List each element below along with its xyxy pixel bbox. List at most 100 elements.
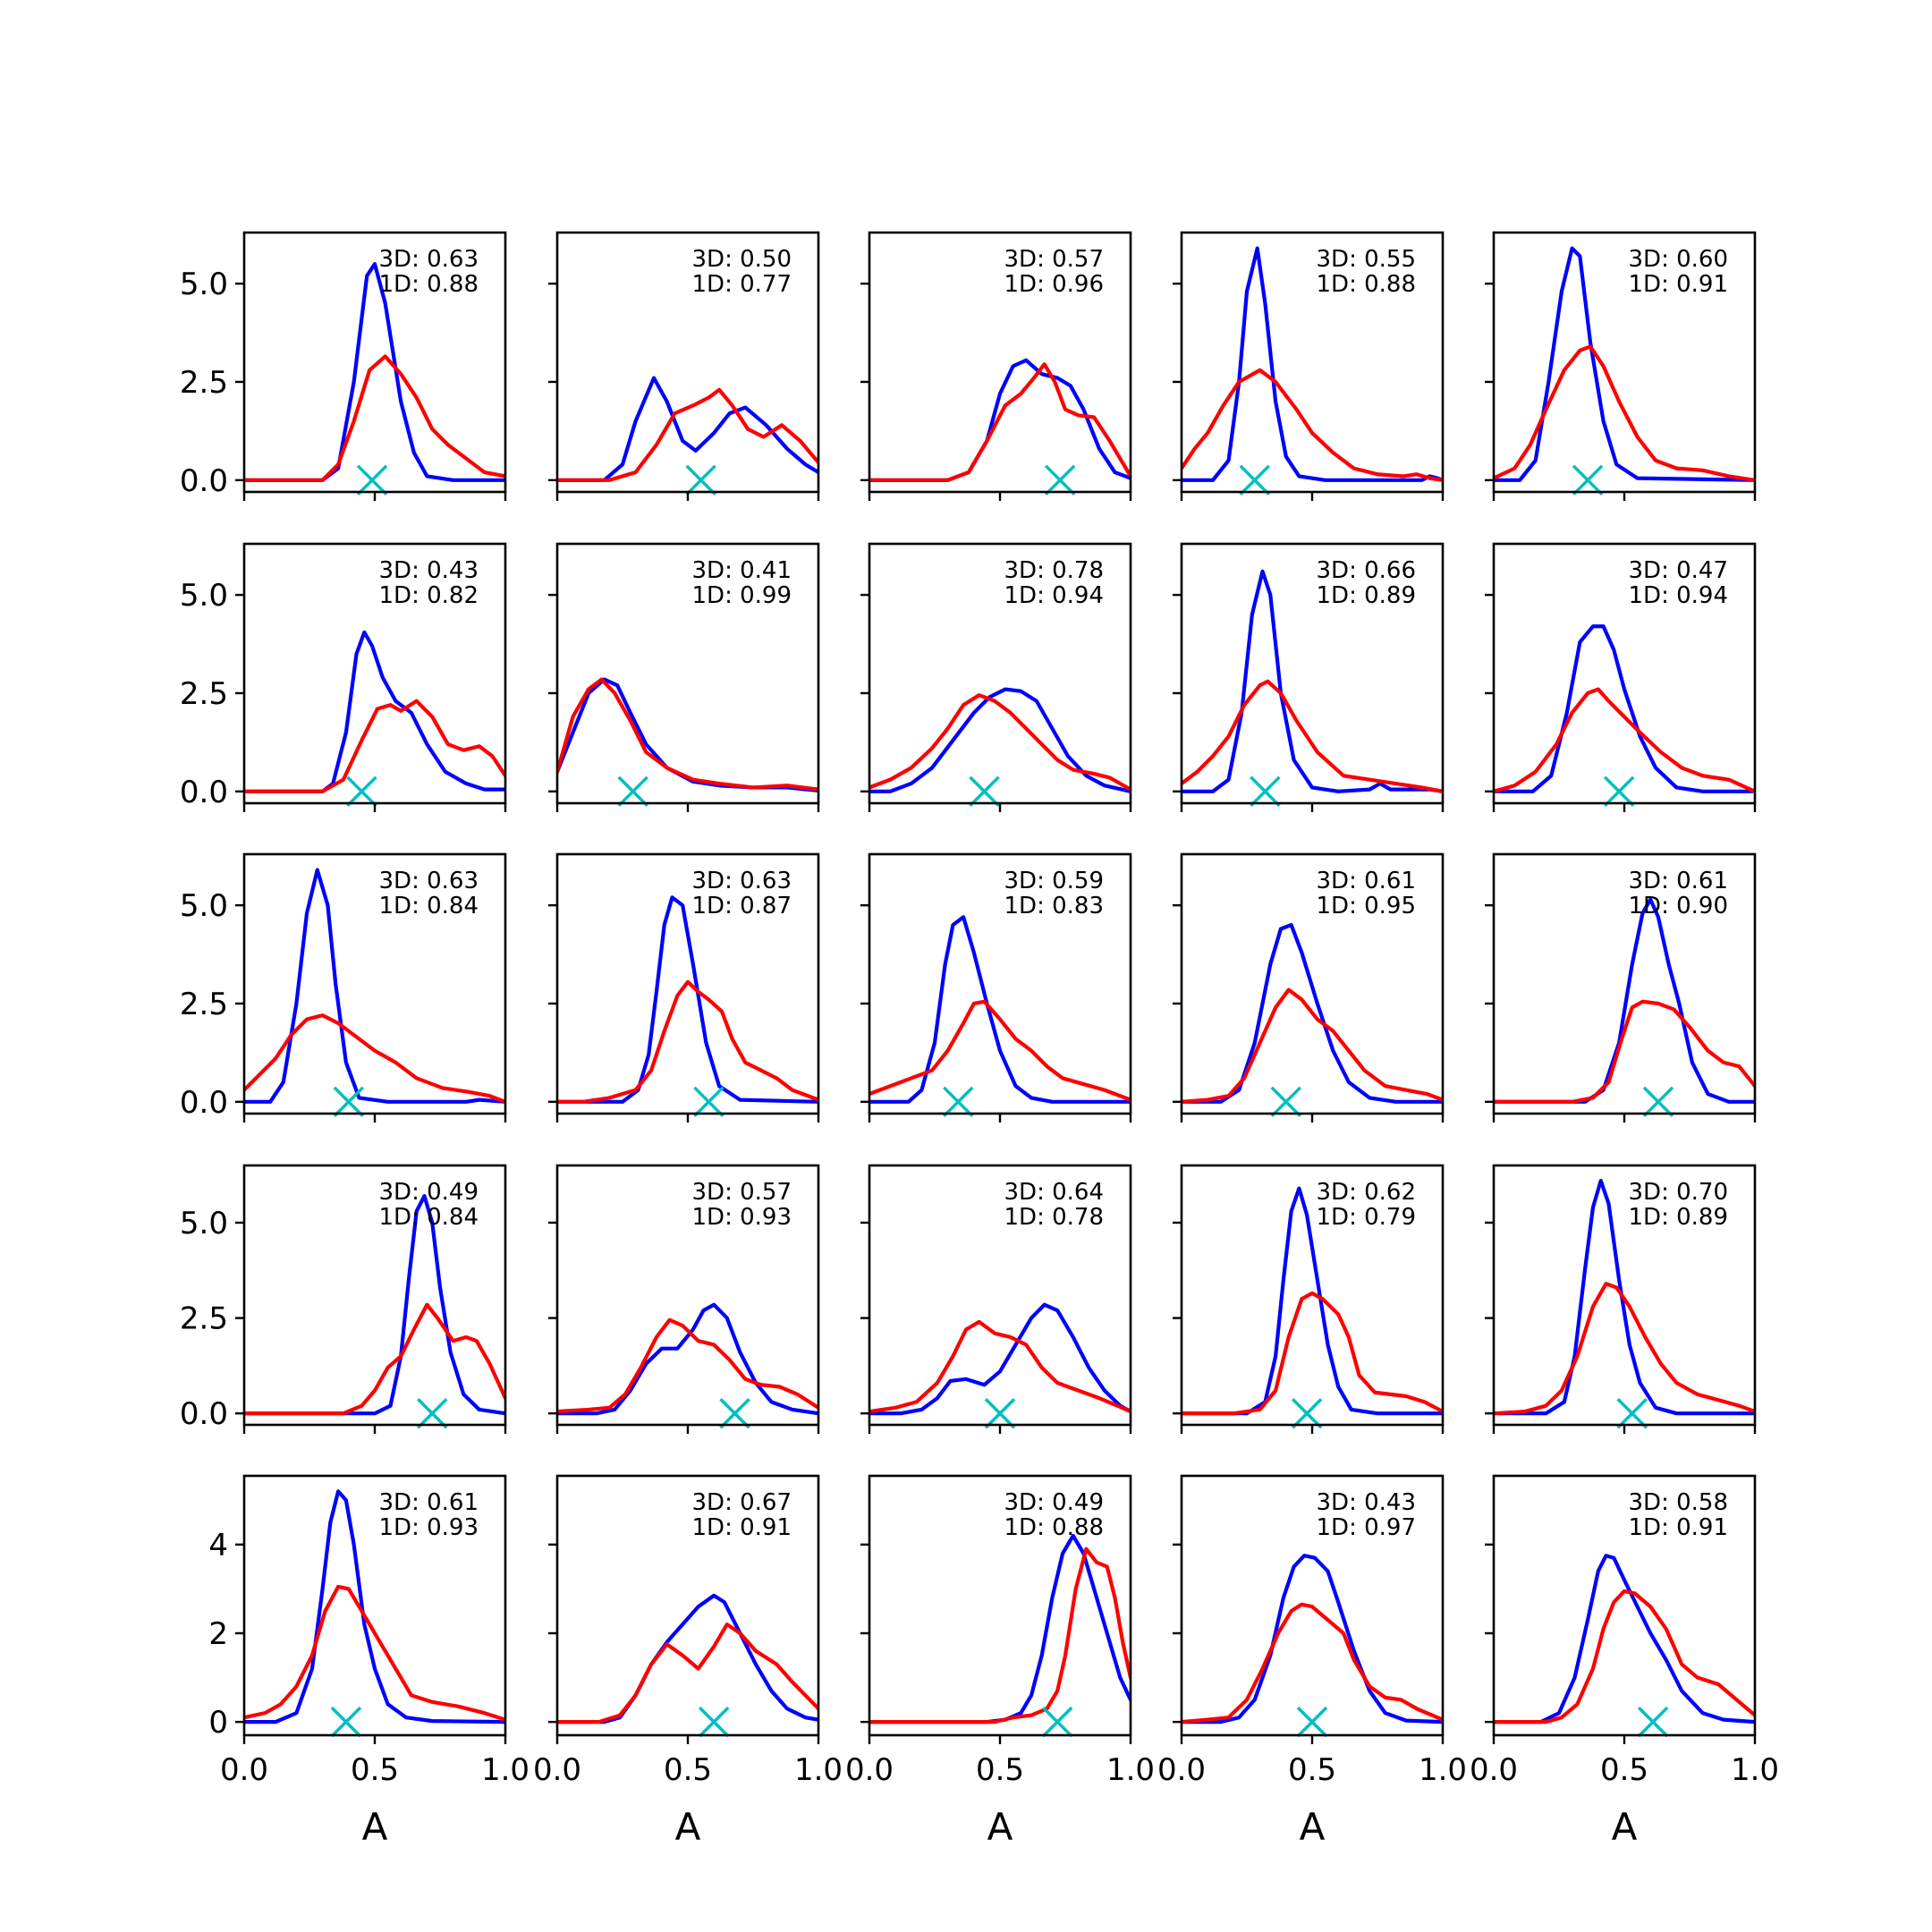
y-tick-label: 0.0	[180, 1085, 228, 1121]
x-tick-label: 0.5	[351, 1752, 399, 1788]
marker-x	[984, 1397, 1016, 1429]
marker-x	[1250, 775, 1281, 808]
x-tick-label: 1.0	[1106, 1752, 1155, 1788]
marker-x	[698, 1706, 730, 1738]
annotation-3d: 3D: 0.49	[1004, 1489, 1104, 1516]
annotation-3d: 3D: 0.47	[1629, 557, 1728, 584]
curve-1d	[244, 1302, 505, 1416]
annotation-1d: 1D: 0.95	[1317, 893, 1416, 919]
annotation-1d: 1D: 0.83	[1004, 893, 1104, 919]
marker-x	[943, 1086, 974, 1118]
y-tick-label: 4	[208, 1528, 228, 1563]
y-tick-label: 2.5	[180, 365, 228, 401]
curve-3d	[244, 1194, 505, 1416]
curve-1d	[869, 362, 1131, 482]
annotation-1d: 1D: 0.88	[379, 271, 479, 298]
curve-1d	[244, 354, 505, 482]
y-tick-label: 5.0	[180, 888, 228, 924]
y-tick-label: 0.0	[180, 463, 228, 499]
annotation-3d: 3D: 0.59	[1004, 868, 1104, 894]
x-tick-label: 1.0	[1419, 1752, 1467, 1788]
x-axis-label: A	[362, 1805, 388, 1849]
marker-x	[617, 775, 648, 808]
x-tick-label: 0.5	[1600, 1752, 1648, 1788]
curve-1d	[1182, 1602, 1443, 1724]
annotation-1d: 1D: 0.82	[379, 582, 479, 609]
y-tick-label: 0.0	[180, 775, 228, 810]
curve-1d	[1182, 1291, 1443, 1416]
annotation-3d: 3D: 0.43	[379, 557, 479, 584]
curve-1d	[244, 1013, 505, 1104]
annotation-1d: 1D: 0.93	[692, 1204, 792, 1231]
annotation-3d: 3D: 0.63	[379, 246, 479, 273]
y-tick-label: 2	[208, 1616, 228, 1652]
marker-x	[719, 1397, 750, 1429]
annotation-3d: 3D: 0.43	[1317, 1489, 1416, 1516]
x-tick-label: 0.0	[845, 1752, 894, 1788]
annotation-1d: 1D: 0.84	[379, 1204, 479, 1231]
annotation-1d: 1D: 0.93	[379, 1514, 479, 1541]
curve-1d	[557, 1318, 818, 1414]
marker-x	[1239, 464, 1270, 496]
curve-3d	[1182, 1186, 1443, 1416]
annotation-3d: 3D: 0.57	[1004, 246, 1104, 273]
annotation-1d: 1D: 0.91	[1629, 1514, 1728, 1541]
annotation-1d: 1D: 0.84	[379, 893, 479, 919]
marker-x	[685, 464, 716, 496]
annotation-3d: 3D: 0.66	[1317, 557, 1416, 584]
annotation-1d: 1D: 0.88	[1004, 1514, 1104, 1541]
marker-x	[1042, 1706, 1073, 1738]
annotation-1d: 1D: 0.91	[1629, 271, 1728, 298]
annotation-3d: 3D: 0.55	[1317, 246, 1416, 273]
curve-3d	[244, 868, 505, 1104]
annotation-1d: 1D: 0.94	[1004, 582, 1104, 609]
annotation-1d: 1D: 0.91	[692, 1514, 792, 1541]
annotation-3d: 3D: 0.62	[1317, 1179, 1416, 1206]
annotation-3d: 3D: 0.50	[692, 246, 792, 273]
annotation-3d: 3D: 0.61	[1629, 868, 1728, 894]
annotation-3d: 3D: 0.63	[692, 868, 792, 894]
annotation-1d: 1D: 0.97	[1317, 1514, 1416, 1541]
annotation-1d: 1D: 0.89	[1629, 1204, 1728, 1231]
marker-x	[356, 464, 388, 496]
annotation-3d: 3D: 0.49	[379, 1179, 479, 1206]
annotation-3d: 3D: 0.67	[692, 1489, 792, 1516]
curve-3d	[1182, 569, 1443, 793]
annotation-1d: 1D: 0.87	[692, 893, 792, 919]
x-tick-label: 0.5	[1288, 1752, 1336, 1788]
y-tick-label: 2.5	[180, 1301, 228, 1337]
marker-x	[693, 1086, 724, 1118]
curve-1d	[557, 979, 818, 1104]
annotation-3d: 3D: 0.61	[1317, 868, 1416, 894]
annotation-3d: 3D: 0.63	[379, 868, 479, 894]
curve-3d	[244, 1489, 505, 1724]
curve-1d	[1182, 368, 1443, 482]
annotation-1d: 1D: 0.78	[1004, 1204, 1104, 1231]
annotation-1d: 1D: 0.88	[1317, 271, 1416, 298]
curve-3d	[869, 687, 1131, 793]
annotation-3d: 3D: 0.78	[1004, 557, 1104, 584]
y-tick-label: 0	[208, 1705, 228, 1741]
curve-1d	[1494, 1282, 1755, 1416]
marker-x	[1572, 464, 1604, 496]
curve-3d	[1494, 1554, 1755, 1724]
curve-1d	[1494, 1589, 1755, 1724]
